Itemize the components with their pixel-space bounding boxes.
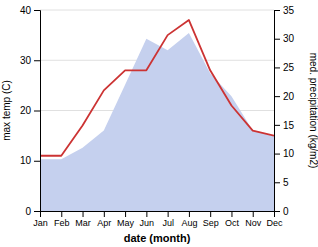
grid-line bbox=[40, 10, 274, 11]
tick: Aug bbox=[181, 211, 197, 228]
grid bbox=[40, 10, 274, 211]
tick-label: Jun bbox=[140, 218, 155, 228]
tick-mark bbox=[253, 211, 254, 217]
tick: 15 bbox=[274, 120, 295, 131]
tick-label: 30 bbox=[283, 33, 295, 44]
tick-mark bbox=[274, 182, 280, 183]
tick: Sep bbox=[203, 211, 219, 228]
tick: Jan bbox=[33, 211, 48, 228]
tick: 0 bbox=[25, 206, 40, 217]
tick-label: Sep bbox=[203, 218, 219, 228]
tick: 35 bbox=[274, 5, 295, 16]
tick-mark bbox=[210, 211, 211, 217]
tick-mark bbox=[34, 111, 40, 112]
tick-mark bbox=[274, 154, 280, 155]
tick-mark bbox=[274, 96, 280, 97]
tick-mark bbox=[125, 211, 126, 217]
tick-label: 5 bbox=[283, 177, 289, 188]
tick-label: 10 bbox=[283, 148, 295, 159]
tick-mark bbox=[104, 211, 105, 217]
tick: Jul bbox=[162, 211, 174, 228]
tick-label: Apr bbox=[97, 218, 111, 228]
tick-label: Jan bbox=[33, 218, 48, 228]
tick-label: Nov bbox=[245, 218, 262, 228]
tick: Mar bbox=[75, 211, 91, 228]
tick: May bbox=[117, 211, 135, 228]
y-axis-title: max temp (C) bbox=[1, 80, 12, 141]
tick-label: 0 bbox=[25, 206, 31, 217]
tick: 10 bbox=[274, 148, 295, 159]
tick-label: 20 bbox=[20, 105, 32, 116]
chart: JanFebMarAprMayJunJulAugSepOctNovDec0102… bbox=[0, 0, 318, 247]
tick-mark bbox=[274, 125, 280, 126]
tick-mark bbox=[34, 60, 40, 61]
tick-mark bbox=[61, 211, 62, 217]
tick-label: 25 bbox=[283, 62, 295, 73]
tick-label: May bbox=[117, 218, 135, 228]
precipitation-area bbox=[40, 33, 274, 211]
y2-axis: 0 5 10 15 20 25 30 35 bbox=[274, 5, 295, 217]
tick: 0 bbox=[274, 206, 289, 217]
tick: Apr bbox=[97, 211, 111, 228]
tick: Oct bbox=[225, 211, 240, 228]
tick: 20 bbox=[274, 91, 295, 102]
x-axis: Jan Feb Mar Apr May Jun Jul Aug Sep Oct Nov Dec bbox=[33, 211, 283, 228]
tick-label: 20 bbox=[283, 91, 295, 102]
tick-label: Aug bbox=[181, 218, 197, 228]
tick-label: Feb bbox=[54, 218, 70, 228]
tick-mark bbox=[34, 211, 40, 212]
tick: Jun bbox=[140, 211, 155, 228]
temperature-line bbox=[40, 20, 274, 156]
tick-label: 40 bbox=[20, 5, 32, 16]
tick: 30 bbox=[274, 33, 295, 44]
tick-mark bbox=[274, 67, 280, 68]
tick-mark bbox=[231, 211, 232, 217]
tick-mark bbox=[34, 10, 40, 11]
tick-label: Mar bbox=[75, 218, 91, 228]
tick-mark bbox=[146, 211, 147, 217]
axis-line bbox=[41, 212, 275, 218]
tick: 40 bbox=[20, 5, 40, 16]
tick: 5 bbox=[274, 177, 289, 188]
tick: 25 bbox=[274, 62, 295, 73]
tick-label: Dec bbox=[266, 218, 283, 228]
tick: 10 bbox=[20, 155, 40, 166]
x-axis-title: date (month) bbox=[124, 232, 191, 244]
tick: Nov bbox=[245, 211, 262, 228]
axis-line bbox=[34, 11, 41, 212]
tick-label: Jul bbox=[162, 218, 174, 228]
tick-mark bbox=[168, 211, 169, 217]
tick: 30 bbox=[20, 55, 40, 66]
tick: Dec bbox=[266, 211, 283, 228]
tick-mark bbox=[274, 39, 280, 40]
tick-label: 0 bbox=[283, 206, 289, 217]
tick: Feb bbox=[54, 211, 70, 228]
tick-label: 35 bbox=[283, 5, 295, 16]
tick-mark bbox=[83, 211, 84, 217]
tick-label: 10 bbox=[20, 155, 32, 166]
tick: 20 bbox=[20, 105, 40, 116]
tick-mark bbox=[274, 211, 280, 212]
tick-mark bbox=[274, 10, 280, 11]
tick-label: 30 bbox=[20, 55, 32, 66]
tick-mark bbox=[34, 161, 40, 162]
y-axis: 0 10 20 30 40 bbox=[20, 5, 41, 217]
marks bbox=[40, 20, 274, 211]
tick-label: Oct bbox=[225, 218, 240, 228]
tick-label: 15 bbox=[283, 120, 295, 131]
y2-axis-title: med. precipitation (kg/m2) bbox=[308, 53, 318, 169]
plot: JanFebMarAprMayJunJulAugSepOctNovDec0102… bbox=[1, 5, 318, 244]
tick-mark bbox=[189, 211, 190, 217]
axis-line bbox=[275, 11, 281, 212]
